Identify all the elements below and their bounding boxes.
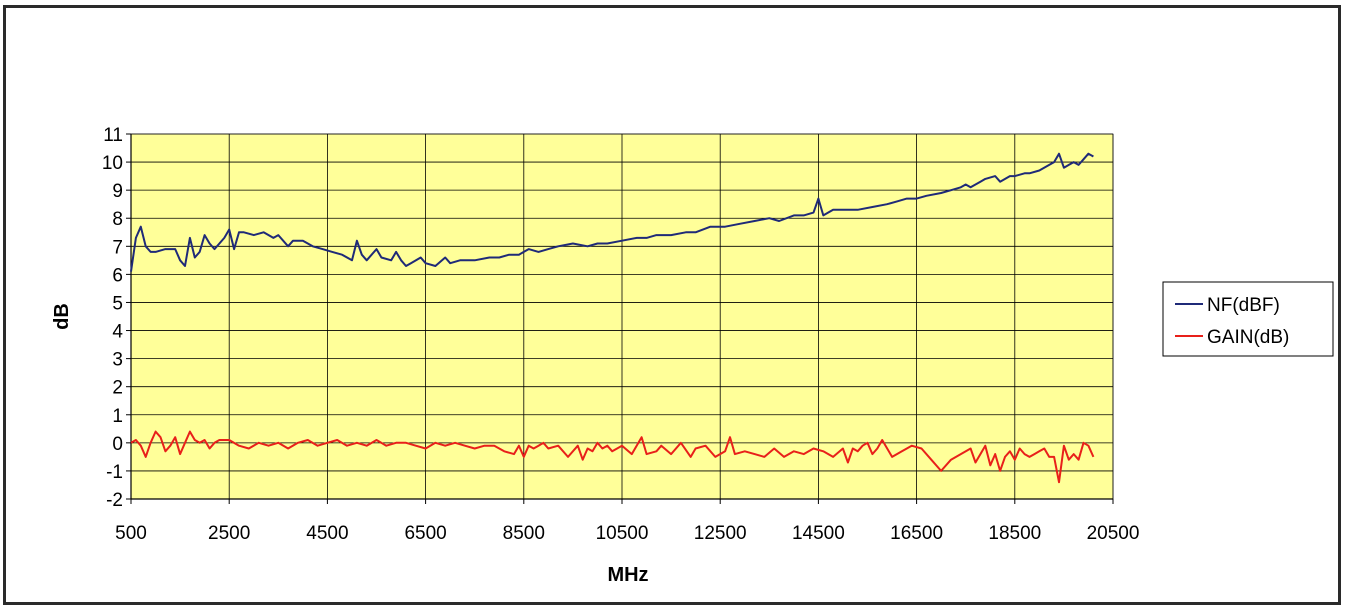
y-tick-label: 5	[112, 293, 123, 314]
gridlines	[130, 133, 1114, 500]
y-tick-label: 9	[112, 181, 123, 202]
x-tick-label: 20500	[1087, 523, 1140, 544]
x-axis-title: MHz	[607, 564, 648, 586]
y-tick-label: 11	[103, 125, 123, 146]
x-tick-label: 6500	[404, 523, 446, 544]
legend-box	[1162, 281, 1334, 357]
y-tick-label: -2	[106, 490, 123, 511]
series-lines	[130, 152, 1095, 484]
y-tick-label: 6	[112, 265, 123, 286]
y-tick-label: 0	[112, 434, 123, 455]
legend-label-nf: NF(dBF)	[1207, 295, 1280, 316]
x-tick-label: 4500	[306, 523, 348, 544]
y-axis-ticks: -2 -1 0 1 2 3 4 5 6 7 8 9 10 11	[102, 125, 131, 511]
legend: NF(dBF) GAIN(dB)	[1162, 281, 1334, 357]
x-tick-label: 12500	[694, 523, 747, 544]
y-tick-label: 4	[112, 322, 123, 343]
y-tick-label: 3	[112, 350, 123, 371]
x-tick-label: 16500	[890, 523, 943, 544]
chart-frame: -2 -1 0 1 2 3 4 5 6 7 8 9 10 11 500 2500 4500 6500 8500 10…	[3, 5, 1341, 605]
x-tick-label: 10500	[596, 523, 649, 544]
x-tick-label: 8500	[503, 523, 545, 544]
x-tick-label: 2500	[208, 523, 250, 544]
y-tick-label: -1	[106, 462, 123, 483]
series-line-gain	[130, 430, 1095, 484]
y-tick-label: 7	[112, 237, 123, 258]
x-tick-label: 18500	[988, 523, 1041, 544]
line-chart: -2 -1 0 1 2 3 4 5 6 7 8 9 10 11 500 2500 4500 6500 8500 10…	[51, 125, 1334, 586]
y-axis-title: dB	[51, 303, 73, 330]
x-tick-label: 500	[115, 523, 147, 544]
y-tick-label: 2	[112, 378, 123, 399]
y-tick-label: 10	[102, 153, 123, 174]
legend-label-gain: GAIN(dB)	[1207, 327, 1289, 348]
x-axis-ticks: 500 2500 4500 6500 8500 10500 12500 14500 16500 1…	[115, 499, 1139, 544]
series-line-nf	[130, 152, 1094, 272]
x-tick-label: 14500	[792, 523, 845, 544]
y-tick-label: 1	[112, 406, 123, 427]
y-tick-label: 8	[112, 209, 123, 230]
